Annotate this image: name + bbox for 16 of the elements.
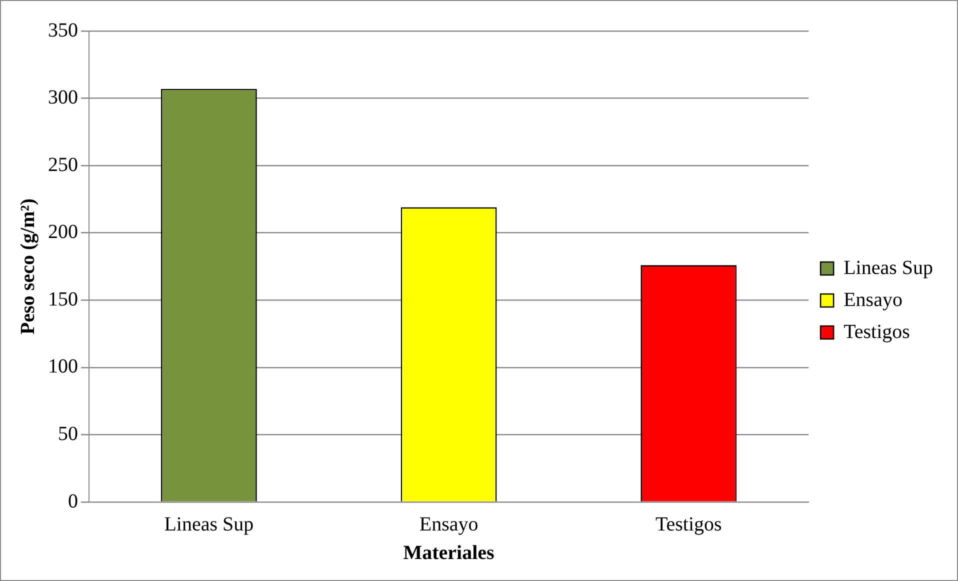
y-tick-label: 350 [48, 19, 78, 42]
y-axis-title: Peso seco (g/m²) [17, 198, 40, 334]
x-tick-label: Ensayo [419, 513, 478, 536]
x-axis-title: Materiales [403, 542, 495, 564]
legend-label: Lineas Sup [844, 256, 934, 279]
y-tick-label: 200 [48, 221, 78, 244]
x-tick-label: Testigos [655, 513, 722, 536]
y-tick-label: 100 [48, 356, 78, 378]
legend-label: Testigos [844, 320, 910, 343]
y-tick-label: 0 [68, 490, 78, 512]
x-tick-label: Lineas Sup [164, 513, 254, 536]
y-tick-label: 250 [48, 154, 78, 176]
y-tick-label: 300 [48, 86, 78, 109]
y-tick-label: 50 [58, 422, 78, 445]
legend-label: Ensayo [844, 288, 902, 311]
y-tick-label: 150 [48, 288, 78, 310]
